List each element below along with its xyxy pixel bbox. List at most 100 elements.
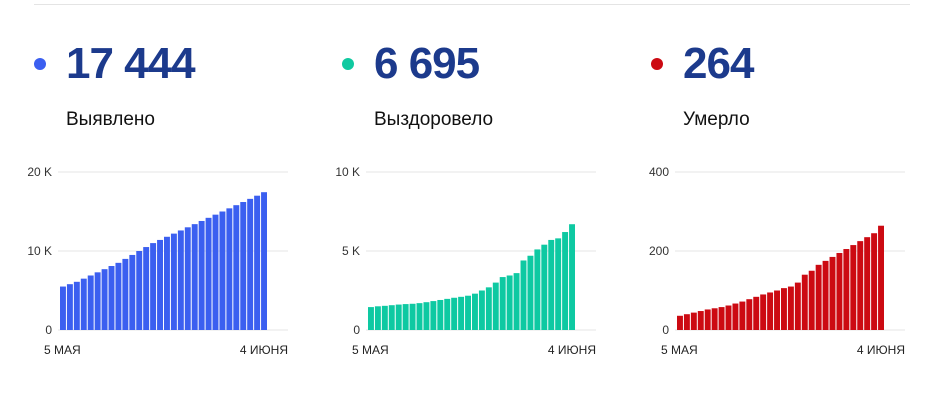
- deaths-bar: [843, 249, 850, 330]
- deaths-bar: [850, 245, 857, 330]
- recovered-bar: [409, 303, 416, 330]
- detected-bar: [198, 220, 205, 330]
- deaths-bar: [683, 314, 690, 330]
- deaths-x-tick-last: 4 ИЮНЯ: [857, 343, 905, 357]
- detected-bar: [261, 192, 267, 330]
- deaths-bar: [704, 309, 711, 330]
- recovered-bar: [472, 293, 478, 330]
- detected-x-tick-last: 4 ИЮНЯ: [240, 343, 288, 357]
- detected-bar: [226, 208, 233, 330]
- detected-bar: [108, 266, 115, 330]
- top-divider: [34, 4, 910, 5]
- deaths-bar: [794, 282, 801, 330]
- deaths-bar: [697, 311, 704, 330]
- recovered-y-tick-label: 0: [353, 323, 360, 337]
- deaths-bar: [732, 303, 739, 330]
- stat-panel-detected: 17 444 Выявлено 0 10 K 20 K 5 МАЯ 4 ИЮНЯ: [27, 0, 334, 415]
- recovered-bar: [548, 239, 555, 330]
- detected-value: 17 444: [66, 39, 196, 88]
- deaths-bar: [746, 299, 753, 330]
- detected-bar: [94, 272, 101, 330]
- detected-bar: [240, 202, 247, 330]
- deaths-bar: [774, 290, 780, 330]
- recovered-bar: [492, 282, 499, 330]
- detected-y-tick-label: 10 K: [27, 244, 52, 258]
- deaths-bar: [690, 312, 697, 330]
- detected-bar: [233, 205, 240, 330]
- detected-bar: [219, 211, 226, 330]
- detected-bar: [205, 217, 212, 330]
- detected-bar: [150, 243, 157, 330]
- deaths-y-tick-label: 400: [649, 165, 669, 179]
- detected-bar: [184, 227, 191, 330]
- deaths-bar: [829, 256, 836, 330]
- recovered-y-tick-label: 5 K: [342, 244, 360, 258]
- deaths-bar: [801, 274, 808, 330]
- detected-bar: [143, 247, 150, 330]
- detected-x-tick-first: 5 МАЯ: [44, 343, 81, 357]
- recovered-bar: [402, 304, 409, 330]
- detected-bar: [60, 286, 66, 330]
- stat-panel-deaths: 264 Умерло 0 200 400 5 МАЯ 4 ИЮНЯ: [649, 0, 947, 415]
- detected-y-tick-label: 0: [45, 323, 52, 337]
- deaths-value: 264: [683, 39, 754, 88]
- deaths-chart: 0 200 400 5 МАЯ 4 ИЮНЯ: [649, 165, 905, 357]
- recovered-bar: [374, 306, 381, 330]
- deaths-bar: [739, 301, 746, 330]
- recovered-bar: [485, 287, 492, 330]
- deaths-bar: [753, 296, 760, 330]
- detected-y-tick-label: 20 K: [27, 165, 52, 179]
- recovered-bar: [541, 244, 548, 330]
- deaths-bar: [822, 260, 829, 330]
- recovered-bar: [416, 303, 423, 330]
- stat-panel-recovered: 6 695 Выздоровело 0 5 K 10 K 5 МАЯ 4 ИЮНЯ: [335, 0, 642, 415]
- recovered-bar: [520, 260, 527, 330]
- recovered-bar: [381, 305, 388, 330]
- detected-bar: [122, 258, 129, 330]
- recovered-bar: [569, 224, 575, 330]
- recovered-bar: [430, 301, 437, 330]
- deaths-y-tick-label: 0: [662, 323, 669, 337]
- deaths-bar: [781, 288, 787, 330]
- detected-bar: [247, 198, 254, 330]
- deaths-bar: [857, 241, 864, 330]
- deaths-bar: [711, 308, 718, 330]
- detected-bar: [254, 195, 261, 330]
- detected-chart: 0 10 K 20 K 5 МАЯ 4 ИЮНЯ: [27, 165, 288, 357]
- recovered-value: 6 695: [374, 39, 480, 88]
- detected-bar: [73, 281, 80, 330]
- deaths-label: Умерло: [683, 109, 750, 130]
- detected-bar: [191, 224, 198, 330]
- detected-bar: [101, 269, 108, 330]
- deaths-bar: [864, 237, 871, 330]
- recovered-bar: [368, 307, 374, 330]
- detected-bar: [129, 254, 136, 330]
- recovered-bar: [527, 255, 534, 330]
- deaths-bar: [767, 292, 774, 330]
- deaths-bar: [725, 305, 732, 330]
- deaths-bar: [760, 294, 767, 330]
- deaths-bar: [718, 307, 725, 330]
- recovered-bar: [513, 273, 520, 330]
- recovered-bar: [562, 232, 569, 330]
- recovered-bar: [451, 297, 458, 330]
- recovered-bar: [444, 298, 451, 330]
- recovered-bar: [555, 238, 562, 330]
- detected-bar: [115, 262, 122, 330]
- recovered-dot-icon: [342, 58, 354, 70]
- detected-bar: [212, 214, 219, 330]
- detected-label: Выявлено: [66, 109, 155, 130]
- detected-bar: [170, 233, 177, 330]
- detected-bar: [87, 275, 94, 330]
- deaths-dot-icon: [651, 58, 663, 70]
- recovered-bar: [395, 304, 402, 330]
- deaths-bar: [677, 315, 683, 330]
- deaths-bar: [878, 225, 884, 330]
- recovered-x-tick-last: 4 ИЮНЯ: [548, 343, 596, 357]
- recovered-bar: [499, 277, 506, 330]
- deaths-bar: [836, 252, 843, 330]
- recovered-bar: [506, 275, 513, 330]
- detected-bar: [177, 230, 184, 330]
- recovered-y-tick-label: 10 K: [335, 165, 360, 179]
- recovered-x-tick-first: 5 МАЯ: [352, 343, 389, 357]
